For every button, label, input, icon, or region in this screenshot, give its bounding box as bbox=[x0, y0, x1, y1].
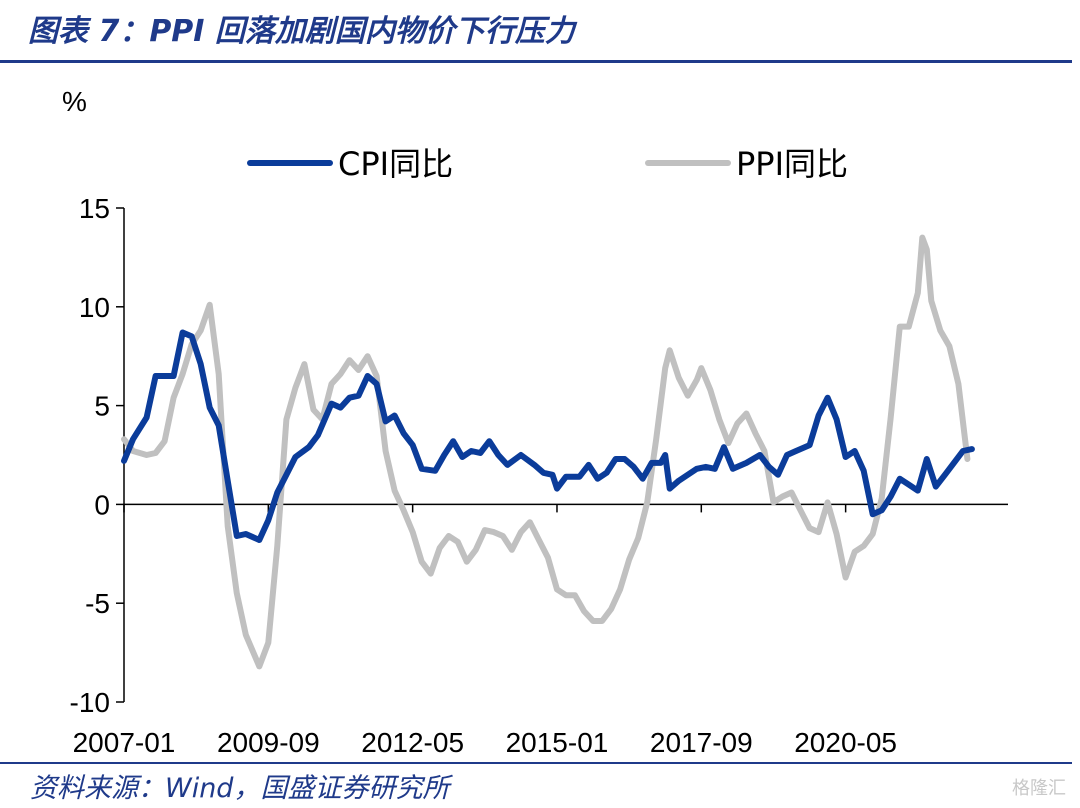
y-axis-unit: % bbox=[62, 86, 87, 117]
figure-title: 图表 7：PPI 回落加剧国内物价下行压力 bbox=[28, 14, 575, 49]
footer-rule bbox=[0, 762, 1072, 764]
source-note: 资料来源：Wind，国盛证券研究所 bbox=[30, 773, 450, 804]
title-rule bbox=[0, 60, 1072, 63]
y-tick-label: 10 bbox=[79, 292, 110, 323]
watermark: 格隆汇 bbox=[1012, 778, 1066, 799]
y-tick-label: -5 bbox=[85, 588, 110, 619]
series-line-cpi bbox=[121, 329, 975, 543]
x-tick-label: 2009-09 bbox=[217, 727, 320, 758]
y-tick-label: 15 bbox=[79, 193, 110, 224]
plot-area bbox=[121, 234, 975, 670]
legend: CPI同比 PPI同比 bbox=[247, 145, 848, 183]
series-line-ppi bbox=[121, 234, 971, 670]
y-tick-label: 0 bbox=[94, 489, 110, 520]
legend-label: PPI同比 bbox=[736, 145, 848, 183]
x-tick-label: 2020-05 bbox=[794, 727, 897, 758]
x-tick-label: 2012-05 bbox=[361, 727, 464, 758]
x-tick-label: 2007-01 bbox=[73, 727, 176, 758]
x-tick-label: 2015-01 bbox=[506, 727, 609, 758]
legend-label: CPI同比 bbox=[338, 145, 453, 183]
x-tick-label: 2017-09 bbox=[650, 727, 753, 758]
y-tick-label: 5 bbox=[94, 391, 110, 422]
y-axis: -10 -5 0 5 10 15 bbox=[70, 193, 125, 718]
y-tick-label: -10 bbox=[70, 687, 110, 718]
